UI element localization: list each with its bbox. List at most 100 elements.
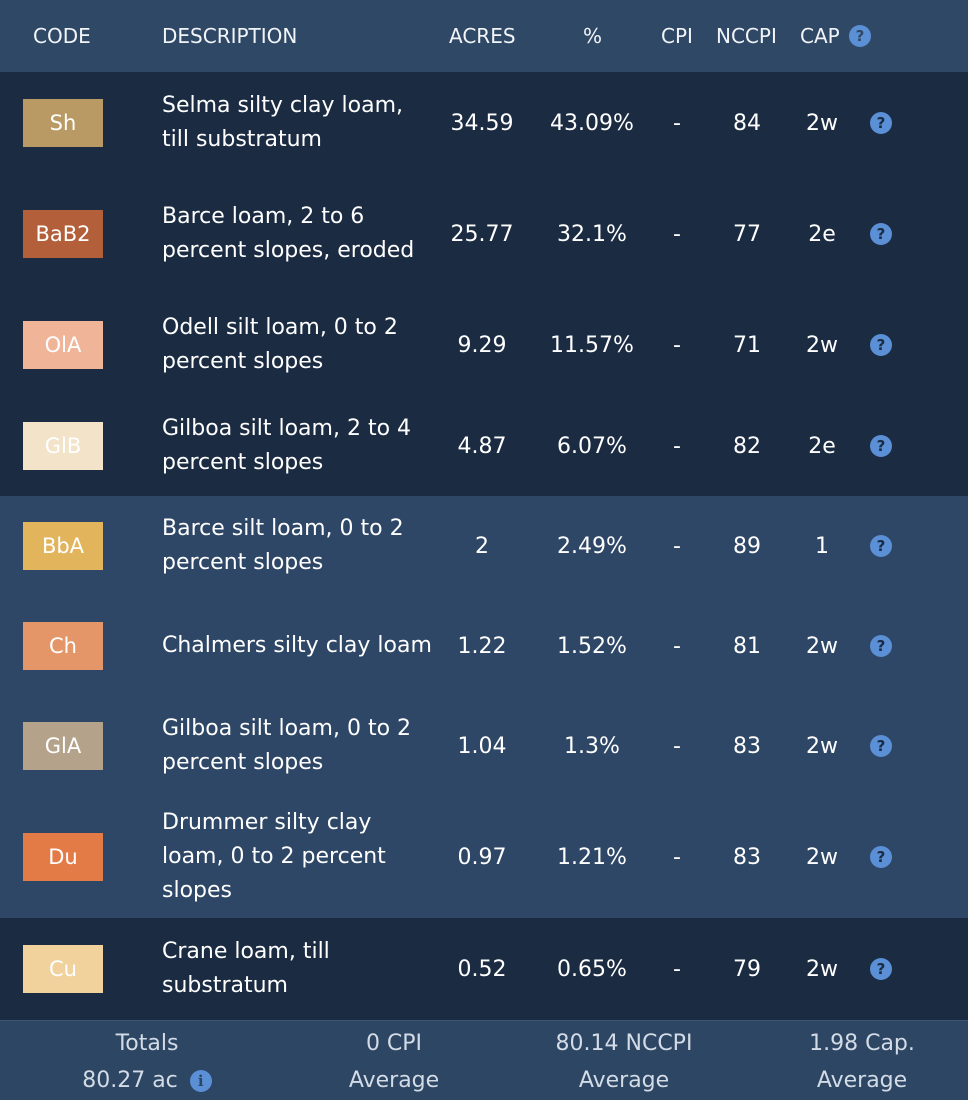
percent-value: 11.57% [550, 332, 634, 358]
soil-code-cell: Ch [23, 596, 103, 696]
percent-value: 2.49% [557, 533, 627, 559]
help-cell: ? [866, 396, 896, 496]
table-row[interactable]: OlA Odell silt loam, 0 to 2 percent slope… [0, 294, 968, 396]
soil-code-badge[interactable]: Ch [23, 622, 103, 670]
header-acres[interactable]: ACRES [449, 24, 516, 48]
help-icon[interactable]: ? [870, 223, 892, 245]
help-cell: ? [866, 796, 896, 918]
soil-description: Gilboa silt loam, 2 to 4 percent slopes [162, 416, 412, 475]
header-percent[interactable]: % [583, 24, 603, 48]
soil-code-badge[interactable]: BbA [23, 522, 103, 570]
soil-code-cell: GlB [23, 396, 103, 496]
soil-code-cell: Cu [23, 918, 103, 1020]
help-icon[interactable]: ? [870, 535, 892, 557]
percent-value: 1.52% [557, 633, 627, 659]
cap-value: 2w [806, 956, 838, 982]
cap-average-value: 1.98 Cap. [809, 1031, 915, 1056]
help-cell: ? [866, 72, 896, 174]
cap-value: 2w [806, 110, 838, 136]
header-description[interactable]: DESCRIPTION [162, 24, 298, 48]
acres-value: 25.77 [450, 221, 514, 247]
soil-code-badge[interactable]: Du [23, 833, 103, 881]
totals-row: 80.27 ac i [27, 1062, 267, 1099]
help-cell: ? [866, 596, 896, 696]
soil-code-cell: BaB2 [23, 174, 103, 294]
cap-value: 1 [815, 533, 829, 559]
cap-value: 2w [806, 733, 838, 759]
soil-description: Barce loam, 2 to 6 percent slopes, erode… [162, 204, 415, 263]
table-body: Sh Selma silty clay loam, till substratum… [0, 72, 968, 1020]
cpi-value: - [673, 733, 681, 759]
cap-value: 2e [808, 221, 836, 247]
table-row[interactable]: Du Drummer silty clay loam, 0 to 2 percen… [0, 796, 968, 918]
cpi-average-column: 0 CPI Average [274, 1025, 514, 1099]
soil-code-badge[interactable]: GlA [23, 722, 103, 770]
cap-average-column: 1.98 Cap. Average [742, 1025, 968, 1099]
table-row[interactable]: GlB Gilboa silt loam, 2 to 4 percent slop… [0, 396, 968, 496]
table-row[interactable]: BaB2 Barce loam, 2 to 6 percent slopes, e… [0, 174, 968, 294]
help-icon[interactable]: ? [870, 112, 892, 134]
help-icon[interactable]: ? [870, 635, 892, 657]
soil-description: Gilboa silt loam, 0 to 2 percent slopes [162, 716, 412, 775]
help-cell: ? [866, 918, 896, 1020]
cap-value: 2w [806, 844, 838, 870]
cpi-value: - [673, 332, 681, 358]
soil-code-cell: Sh [23, 72, 103, 174]
soil-code-badge[interactable]: OlA [23, 321, 103, 369]
table-header: CODE DESCRIPTION ACRES % CPI NCCPI CAP ? [0, 0, 968, 72]
help-cell: ? [866, 174, 896, 294]
info-icon[interactable]: i [189, 1070, 212, 1092]
percent-value: 1.21% [557, 844, 627, 870]
soil-description: Crane loam, till substratum [162, 939, 330, 998]
acres-value: 2 [475, 533, 489, 559]
soil-code-cell: Du [23, 796, 103, 918]
nccpi-value: 89 [733, 533, 761, 559]
totals-label: Totals [115, 1031, 179, 1056]
help-icon[interactable]: ? [870, 735, 892, 757]
table-row[interactable]: GlA Gilboa silt loam, 0 to 2 percent slop… [0, 696, 968, 796]
cap-help-icon[interactable]: ? [849, 25, 871, 47]
help-cell: ? [866, 696, 896, 796]
cpi-average-value: 0 CPI [365, 1031, 423, 1056]
soil-code-badge[interactable]: BaB2 [23, 210, 103, 258]
nccpi-average-column: 80.14 NCCPI Average [504, 1025, 744, 1099]
nccpi-value: 83 [733, 844, 761, 870]
cpi-value: - [673, 433, 681, 459]
cap-value: 2e [808, 433, 836, 459]
help-icon[interactable]: ? [870, 846, 892, 868]
acres-value: 0.52 [457, 956, 507, 982]
acres-value: 34.59 [450, 110, 514, 136]
soil-code-cell: OlA [23, 294, 103, 396]
acres-value: 1.04 [457, 733, 507, 759]
cpi-value: - [673, 844, 681, 870]
table-row[interactable]: BbA Barce silt loam, 0 to 2 percent slope… [0, 496, 968, 596]
soil-code-badge[interactable]: Sh [23, 99, 103, 147]
header-cpi[interactable]: CPI [661, 24, 693, 48]
help-icon[interactable]: ? [870, 958, 892, 980]
table-row[interactable]: Ch Chalmers silty clay loam 1.22 1.52% - 81 2w… [0, 596, 968, 696]
cpi-value: - [673, 956, 681, 982]
help-icon[interactable]: ? [870, 334, 892, 356]
table-row[interactable]: Cu Crane loam, till substratum 0.52 0.65% - 7… [0, 918, 968, 1020]
soil-code-badge[interactable]: GlB [23, 422, 103, 470]
soil-code-badge[interactable]: Cu [23, 945, 103, 993]
header-cap[interactable]: CAP [800, 24, 840, 48]
acres-value: 0.97 [457, 844, 507, 870]
percent-value: 32.1% [557, 221, 627, 247]
nccpi-value: 83 [733, 733, 761, 759]
soil-code-cell: BbA [23, 496, 103, 596]
nccpi-average-value: 80.14 NCCPI [555, 1031, 693, 1056]
nccpi-value: 79 [733, 956, 761, 982]
cpi-value: - [673, 633, 681, 659]
acres-value: 1.22 [457, 633, 507, 659]
help-cell: ? [866, 294, 896, 396]
cpi-value: - [673, 533, 681, 559]
header-nccpi[interactable]: NCCPI [716, 24, 777, 48]
help-icon[interactable]: ? [870, 435, 892, 457]
header-code[interactable]: CODE [33, 24, 91, 48]
table-row[interactable]: Sh Selma silty clay loam, till substratum… [0, 72, 968, 174]
percent-value: 43.09% [550, 110, 634, 136]
percent-value: 6.07% [557, 433, 627, 459]
nccpi-value: 84 [733, 110, 761, 136]
